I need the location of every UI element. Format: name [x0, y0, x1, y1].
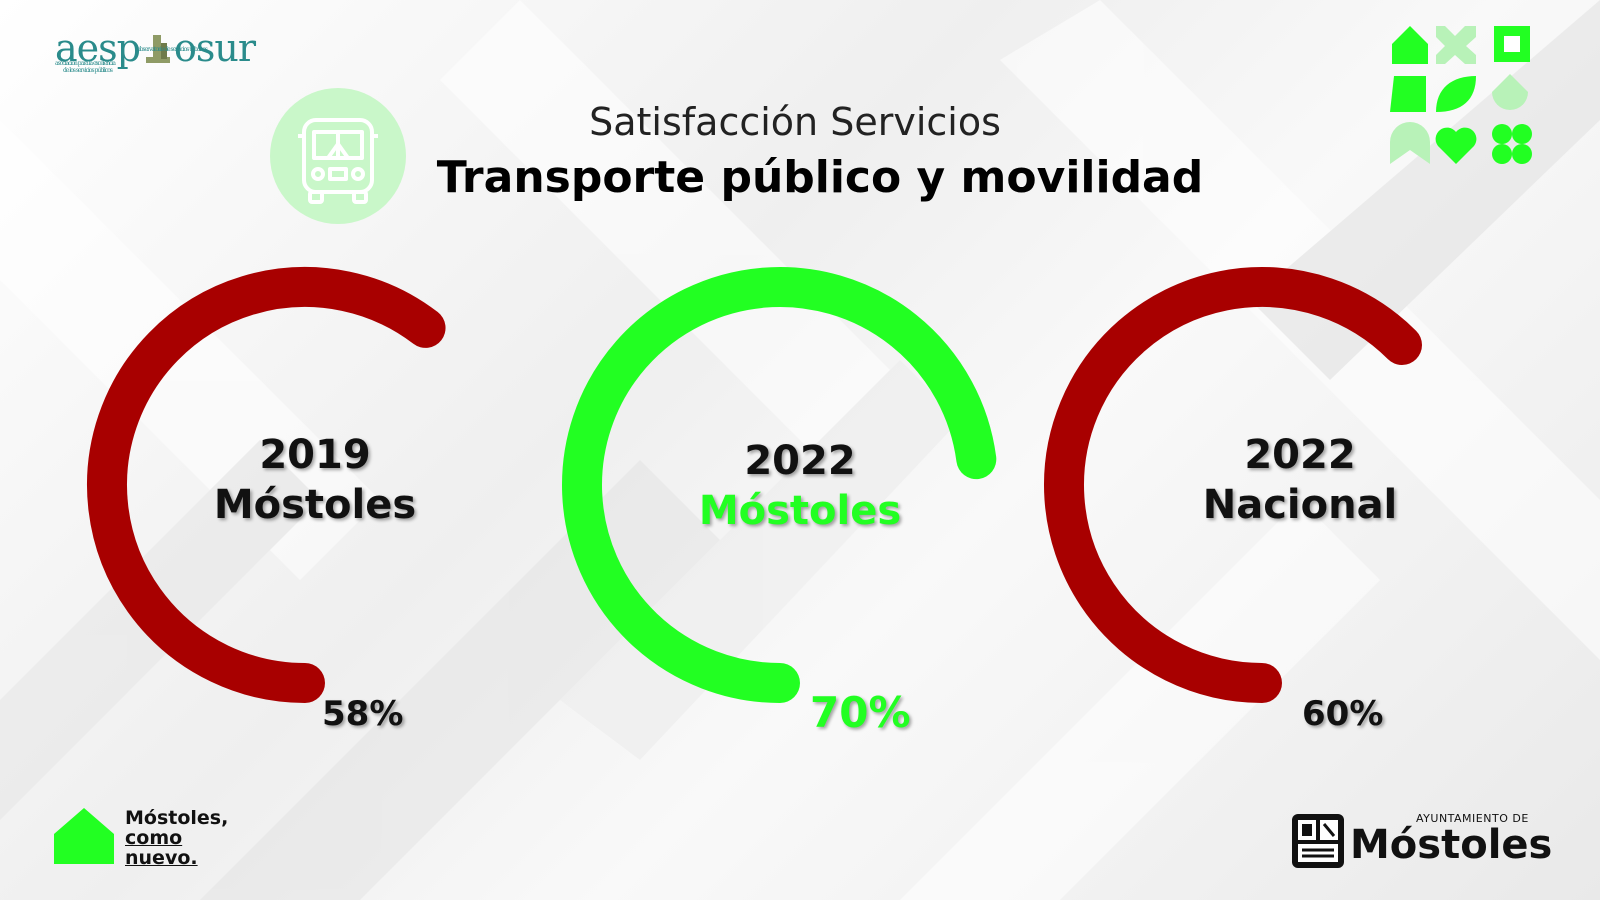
slogan: Móstoles, como nuevo.	[125, 808, 228, 868]
slogan-line-1: Móstoles,	[125, 807, 229, 829]
slogan-line-2: como	[125, 827, 183, 849]
ayto-logo-name: Móstoles	[1350, 822, 1553, 868]
x-shape-icon	[1436, 26, 1476, 64]
gauge-3-label: 2022 Nacional	[1135, 430, 1465, 530]
aesp-tagline-1: observatorio de servicios urbanos	[137, 46, 208, 53]
drop-icon	[1492, 74, 1528, 110]
gauge-3-value: 60%	[1302, 694, 1384, 734]
bus-icon	[270, 88, 406, 224]
leaf-icon	[1436, 76, 1476, 112]
gauge-2-year: 2022	[744, 438, 856, 484]
aesp-logo-suffix: osur	[173, 26, 256, 70]
aesp-logo-text: aesp	[55, 26, 141, 70]
gauge-arc-1	[87, 267, 446, 703]
house-shape-icon	[1392, 26, 1428, 64]
aesp-tagline-3: de los servicios públicos	[63, 67, 113, 74]
coat-of-arms-icon	[1292, 814, 1344, 868]
slogan-line-3: nuevo.	[125, 847, 198, 869]
slide-title: Transporte público y movilidad	[436, 152, 1204, 203]
house-logo-icon	[54, 808, 114, 864]
gauge-2-label: 2022 Móstoles	[635, 436, 965, 536]
gauge-3-place: Nacional	[1202, 482, 1398, 528]
arch-icon	[1390, 122, 1430, 164]
trapezoid-icon	[1390, 76, 1426, 112]
tower-icon	[140, 30, 174, 63]
square-frame-icon	[1494, 26, 1530, 62]
slide-subtitle: Satisfacción Servicios	[589, 100, 1001, 144]
gauge-1-place: Móstoles	[213, 482, 417, 528]
clover-icon	[1492, 124, 1532, 164]
gauge-2-value: 70%	[810, 688, 911, 737]
gauge-1-value: 58%	[322, 694, 404, 734]
aesp-tagline-2: asociación para la excelencia	[55, 60, 116, 67]
gauge-arc-2	[562, 267, 997, 703]
aesp-logo: aesp osur observatorio de servicios urban…	[55, 26, 256, 74]
heart-icon	[1435, 127, 1477, 164]
gauge-arc-3	[1044, 267, 1423, 703]
ayto-logo-caption: AYUNTAMIENTO DE	[1416, 812, 1529, 825]
gauge-1-year: 2019	[259, 432, 371, 478]
gauge-3-year: 2022	[1244, 432, 1356, 478]
gauge-2-place: Móstoles	[698, 488, 902, 534]
brand-icon-grid	[1390, 26, 1532, 164]
gauge-1-label: 2019 Móstoles	[150, 430, 480, 530]
